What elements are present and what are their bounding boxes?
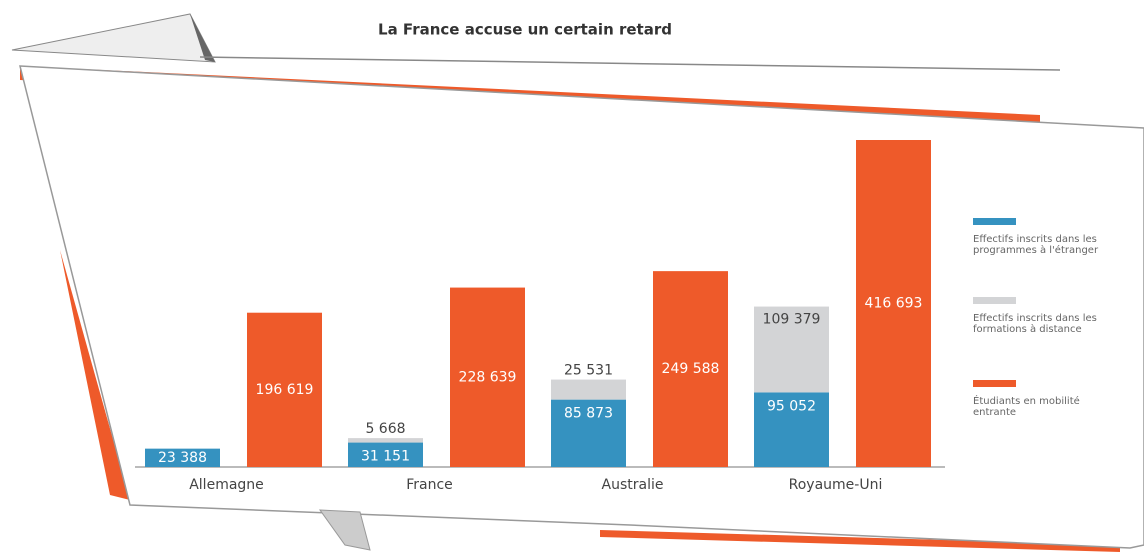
- value-label: 109 379: [763, 312, 821, 328]
- chart-title: La France accuse un certain retard: [378, 21, 672, 39]
- value-label: 25 531: [564, 363, 613, 379]
- chart: La France accuse un certain retard Allem…: [0, 0, 1144, 557]
- legend-label: Effectifs inscrits dans les formations à…: [973, 313, 1103, 335]
- bar: [348, 438, 423, 442]
- x-tick-label: Allemagne: [189, 477, 264, 493]
- value-label: 228 639: [459, 369, 517, 385]
- value-label: 85 873: [564, 406, 613, 422]
- x-tick-label: Royaume-Uni: [789, 477, 883, 493]
- value-label: 23 388: [158, 450, 207, 466]
- legend-swatch: [973, 218, 1016, 225]
- value-label: 416 693: [865, 296, 923, 312]
- legend-label: Effectifs inscrits dans les programmes à…: [973, 234, 1103, 256]
- legend-swatch: [973, 380, 1016, 387]
- x-tick-label: France: [406, 477, 453, 493]
- legend-label: Étudiants en mobilité entrante: [973, 396, 1103, 418]
- bar: [551, 380, 626, 400]
- value-label: 5 668: [365, 421, 405, 437]
- value-label: 95 052: [767, 398, 816, 414]
- paper-decoration: [12, 14, 1144, 552]
- x-tick-label: Australie: [602, 477, 664, 493]
- value-label: 196 619: [256, 382, 314, 398]
- page: La France accuse un certain retard Allem…: [0, 0, 1144, 557]
- value-label: 31 151: [361, 449, 410, 465]
- legend-swatch: [973, 297, 1016, 304]
- value-label: 249 588: [662, 361, 720, 377]
